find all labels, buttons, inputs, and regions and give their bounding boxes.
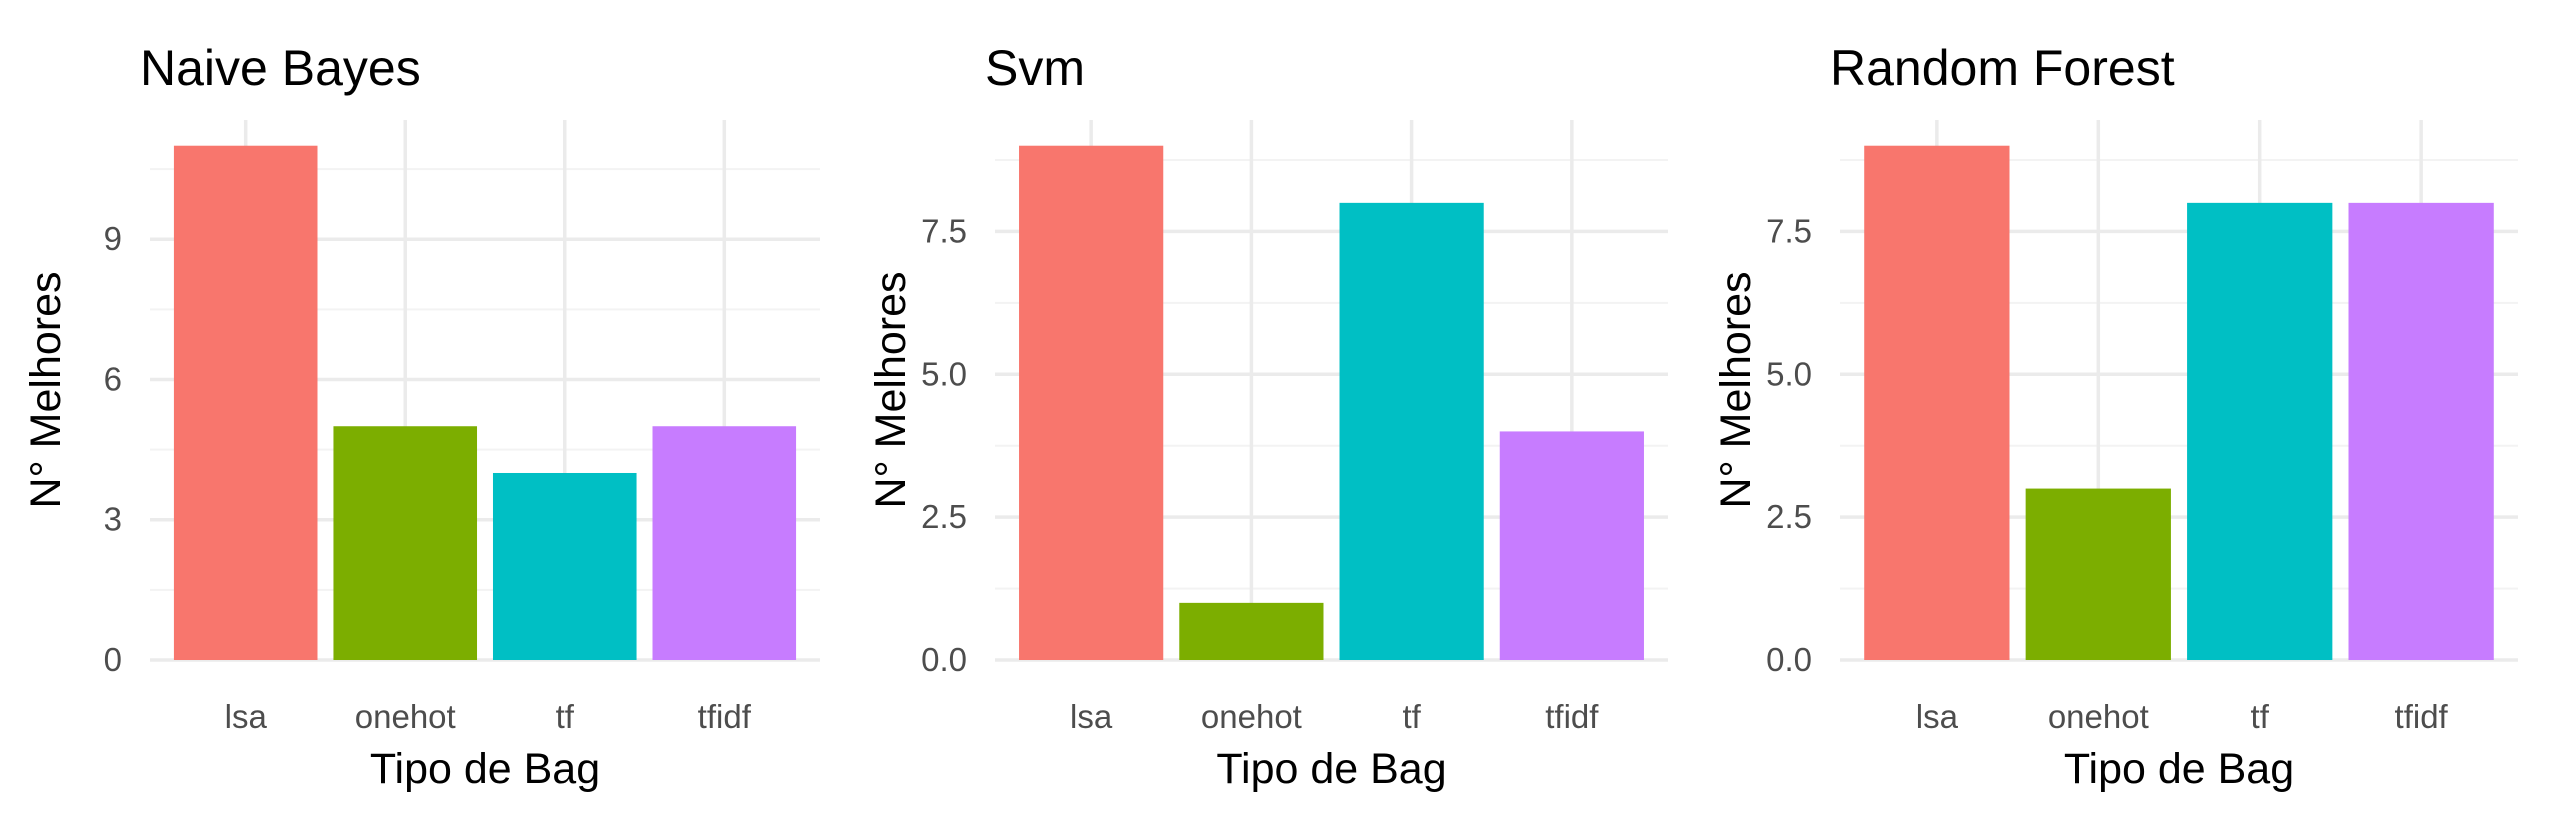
x-tick-label-tf: tf	[2251, 698, 2270, 735]
bar-tfidf	[2348, 202, 2494, 660]
y-tick-label: 0.0	[1766, 641, 1812, 678]
y-tick-label: 7.5	[921, 212, 967, 249]
x-axis-label: Tipo de Bag	[2064, 745, 2294, 793]
y-tick-label: 5.0	[921, 355, 967, 392]
bar-tfidf	[1499, 431, 1644, 660]
x-tick-label-lsa: lsa	[1070, 698, 1113, 735]
x-axis-label: Tipo de Bag	[370, 745, 600, 793]
bar-onehot	[333, 426, 478, 660]
bar-onehot	[1179, 602, 1324, 660]
chart-panel-3: 0.0 2.5 5.0 7.5 lsa onehot tf tfidf Tipo de Bag N…	[1712, 40, 2518, 793]
bar-tfidf	[652, 426, 797, 660]
y-tick-label: 2.5	[921, 498, 967, 535]
bar-onehot	[2025, 488, 2171, 660]
x-tick-label-tfidf: tfidf	[2395, 698, 2449, 735]
bar-tf	[2187, 202, 2333, 660]
y-axis-label: N° Melhores	[22, 271, 70, 508]
y-tick-label: 0	[104, 641, 122, 678]
chart-panel-1: 0 3 6 9 lsa onehot tf tfidf Tipo de Bag N° Melhor…	[22, 40, 820, 793]
y-tick-label: 0.0	[921, 641, 967, 678]
y-tick-label: 6	[104, 360, 122, 397]
bar-lsa	[1864, 145, 2010, 660]
bar-lsa	[1019, 145, 1164, 660]
x-tick-label-tfidf: tfidf	[1545, 698, 1599, 735]
y-tick-label: 3	[104, 501, 122, 538]
y-axis-label: N° Melhores	[867, 271, 915, 508]
bar-lsa	[173, 145, 318, 660]
y-axis-label: N° Melhores	[1712, 271, 1760, 508]
bar-tf	[492, 472, 637, 660]
chart-panel-2: 0.0 2.5 5.0 7.5 lsa onehot tf tfidf Tipo de Bag N…	[867, 40, 1668, 793]
x-tick-label-onehot: onehot	[2048, 698, 2149, 735]
x-tick-label-tf: tf	[556, 698, 575, 735]
chart-title: Random Forest	[1830, 40, 2175, 96]
x-tick-label-onehot: onehot	[1201, 698, 1302, 735]
y-tick-label: 9	[104, 220, 122, 257]
bar-tf	[1339, 202, 1484, 660]
x-tick-label-tf: tf	[1402, 698, 1421, 735]
y-tick-label: 7.5	[1766, 212, 1812, 249]
y-tick-label: 2.5	[1766, 498, 1812, 535]
x-tick-label-onehot: onehot	[355, 698, 456, 735]
x-axis-label: Tipo de Bag	[1216, 745, 1446, 793]
x-tick-label-tfidf: tfidf	[698, 698, 752, 735]
y-tick-label: 5.0	[1766, 355, 1812, 392]
chart-title: Naive Bayes	[140, 40, 421, 96]
x-tick-label-lsa: lsa	[1916, 698, 1959, 735]
x-tick-label-lsa: lsa	[225, 698, 268, 735]
chart-title: Svm	[985, 40, 1085, 96]
